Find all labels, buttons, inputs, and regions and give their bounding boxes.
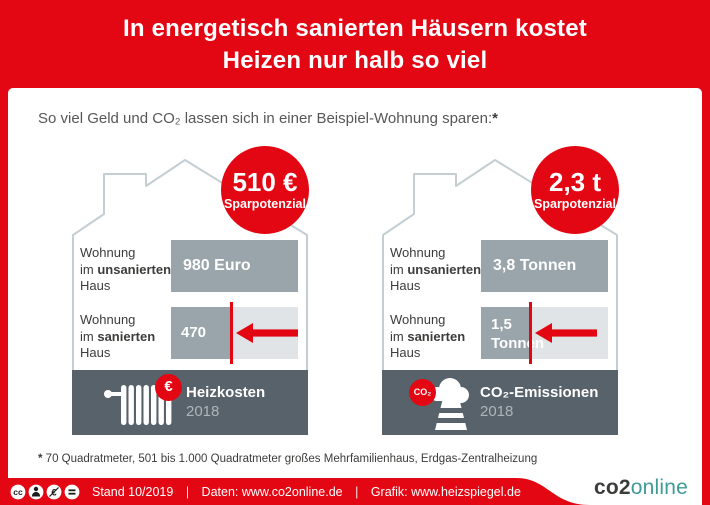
logo-online: online [630,476,688,499]
row-label-renovated: Wohnung im sanierten Haus [80,312,175,362]
label-line: Haus [80,345,111,360]
intro-text-body: So viel Geld und CO₂ lassen sich in eine… [38,110,493,127]
savings-badge-co2: 2,3 t Sparpotenzial [531,146,619,234]
house-footer-year: 2018 [186,403,220,420]
bar-renovated-heating-value: 470 Euro [171,307,232,393]
footer-credits: Stand 10/2019 | Daten: www.co2online.de … [92,485,521,499]
footer-data-source: Daten: www.co2online.de [201,484,343,499]
page-title-line1: In energetisch sanierten Häusern kostet [123,15,587,42]
creative-commons-license-icons: cc € [10,484,80,499]
chimney-icon [428,378,476,430]
savings-badge-heating: 510 € Sparpotenzial [221,146,309,234]
nd-icon [64,484,80,499]
label-line: Wohnung [390,245,446,260]
co2-badge-icon: CO₂ [409,379,436,406]
svg-text:€: € [51,487,57,498]
savings-marker-line [529,302,532,364]
footnote: * 70 Quadratmeter, 501 bis 1.000 Quadrat… [38,453,537,465]
by-icon [28,484,44,499]
footer-band [0,478,590,505]
footer-graphic-source: Grafik: www.heizspiegel.de [370,484,521,499]
label-line: Wohnung [390,312,446,327]
label-bold: unsanierten [407,261,482,277]
svg-text:cc: cc [13,487,23,497]
house-footer-year: 2018 [480,403,514,420]
footnote-text: 70 Quadratmeter, 501 bis 1.000 Quadratme… [42,453,538,465]
footer-bar: cc € Stand 10/2019 | D [0,478,521,505]
footer-stand: Stand 10/2019 [92,484,174,499]
label-line: Haus [390,278,421,293]
label-bold: unsanierten [97,261,172,277]
label-line: Haus [390,345,421,360]
savings-value: 2,3 t [548,167,602,197]
row-label-unrenovated: Wohnung im unsanierten Haus [80,245,175,295]
savings-value: 510 € [232,167,298,197]
label-bold: sanierten [97,328,156,344]
euro-badge-icon: € [155,374,182,401]
label-line: Wohnung [80,312,136,327]
intro-text: So viel Geld und CO₂ lassen sich in eine… [38,110,498,127]
bar-unrenovated-heating: 980 Euro [171,240,298,292]
savings-marker-line [230,302,233,364]
savings-arrow-icon [236,323,298,343]
row-label-renovated: Wohnung im sanierten Haus [390,312,485,362]
footer-separator: | [185,484,190,499]
footnote-asterisk: * [38,453,43,465]
bar-unrenovated-co2: 3,8 Tonnen [481,240,608,292]
label-line: Wohnung [80,245,136,260]
savings-label: Sparpotenzial [534,197,616,211]
label-line: im [80,328,98,344]
nc-eu-icon: € [46,484,62,499]
logo-co2: co2 [593,476,631,499]
savings-arrow-icon [535,323,597,343]
row-label-unrenovated: Wohnung im unsanierten Haus [390,245,485,295]
label-line: im [80,261,98,277]
footer-separator: | [355,484,359,499]
bar-renovated-co2-value: 1,5 Tonnen [481,307,544,359]
page-title-line2: Heizen nur halb so viel [222,47,488,74]
page-title: In energetisch sanierten Häusern kostet … [0,13,710,77]
label-line: im [390,261,408,277]
house-footer-heating: € Heizkosten 2018 [72,370,308,435]
label-line: Haus [80,278,111,293]
cc-icon: cc [10,484,26,499]
house-footer-title: CO₂-Emissionen [480,384,599,401]
savings-label: Sparpotenzial [224,197,306,211]
intro-asterisk: * [492,110,498,127]
label-line: im [390,328,408,344]
house-footer-title: Heizkosten [186,384,266,401]
house-footer-co2: CO₂ CO₂-Emissionen 2018 [382,370,618,435]
label-bold: sanierten [407,328,466,344]
co2online-logo: co2online [594,476,688,500]
